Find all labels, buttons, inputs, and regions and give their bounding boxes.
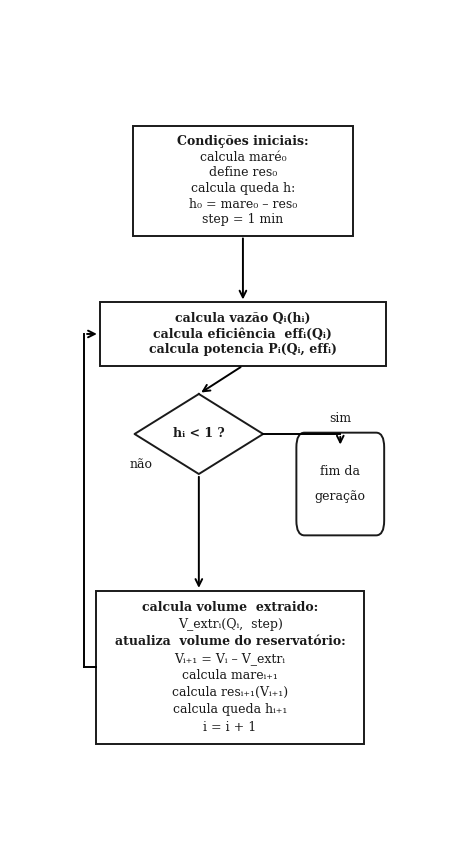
Text: calcula queda h:: calcula queda h: (191, 182, 295, 195)
Text: geração: geração (315, 490, 366, 503)
Text: Vᵢ₊₁ = Vᵢ – V_extrᵢ: Vᵢ₊₁ = Vᵢ – V_extrᵢ (174, 652, 285, 665)
Text: fim da: fim da (320, 465, 360, 478)
Text: V_extrᵢ(Qᵢ,  step): V_extrᵢ(Qᵢ, step) (178, 618, 283, 631)
FancyBboxPatch shape (96, 591, 364, 744)
Text: calcula volume  extraido:: calcula volume extraido: (142, 601, 318, 614)
Text: step = 1 min: step = 1 min (202, 213, 283, 226)
Text: não: não (130, 457, 153, 470)
Text: calcula eficiência  effᵢ(Qᵢ): calcula eficiência effᵢ(Qᵢ) (154, 327, 332, 340)
Text: hᵢ < 1 ?: hᵢ < 1 ? (173, 428, 225, 441)
Text: i = i + 1: i = i + 1 (203, 721, 257, 734)
FancyBboxPatch shape (296, 433, 384, 535)
Text: calcula mareᵢ₊₁: calcula mareᵢ₊₁ (182, 669, 278, 682)
Text: atualiza  volume do reservatório:: atualiza volume do reservatório: (115, 636, 346, 649)
FancyBboxPatch shape (100, 302, 386, 365)
Text: calcula maré₀: calcula maré₀ (200, 151, 286, 164)
Text: calcula queda hᵢ₊₁: calcula queda hᵢ₊₁ (173, 703, 287, 716)
Text: define res₀: define res₀ (209, 166, 277, 179)
Text: calcula vazão Qᵢ(hᵢ): calcula vazão Qᵢ(hᵢ) (175, 312, 310, 325)
Text: calcula resᵢ₊₁(Vᵢ₊₁): calcula resᵢ₊₁(Vᵢ₊₁) (172, 687, 288, 700)
Text: calcula potencia Pᵢ(Qᵢ, effᵢ): calcula potencia Pᵢ(Qᵢ, effᵢ) (149, 343, 337, 356)
Text: Condições iniciais:: Condições iniciais: (177, 135, 309, 148)
Text: sim: sim (329, 412, 351, 425)
FancyBboxPatch shape (133, 126, 353, 236)
Text: h₀ = mare₀ – res₀: h₀ = mare₀ – res₀ (189, 197, 297, 210)
